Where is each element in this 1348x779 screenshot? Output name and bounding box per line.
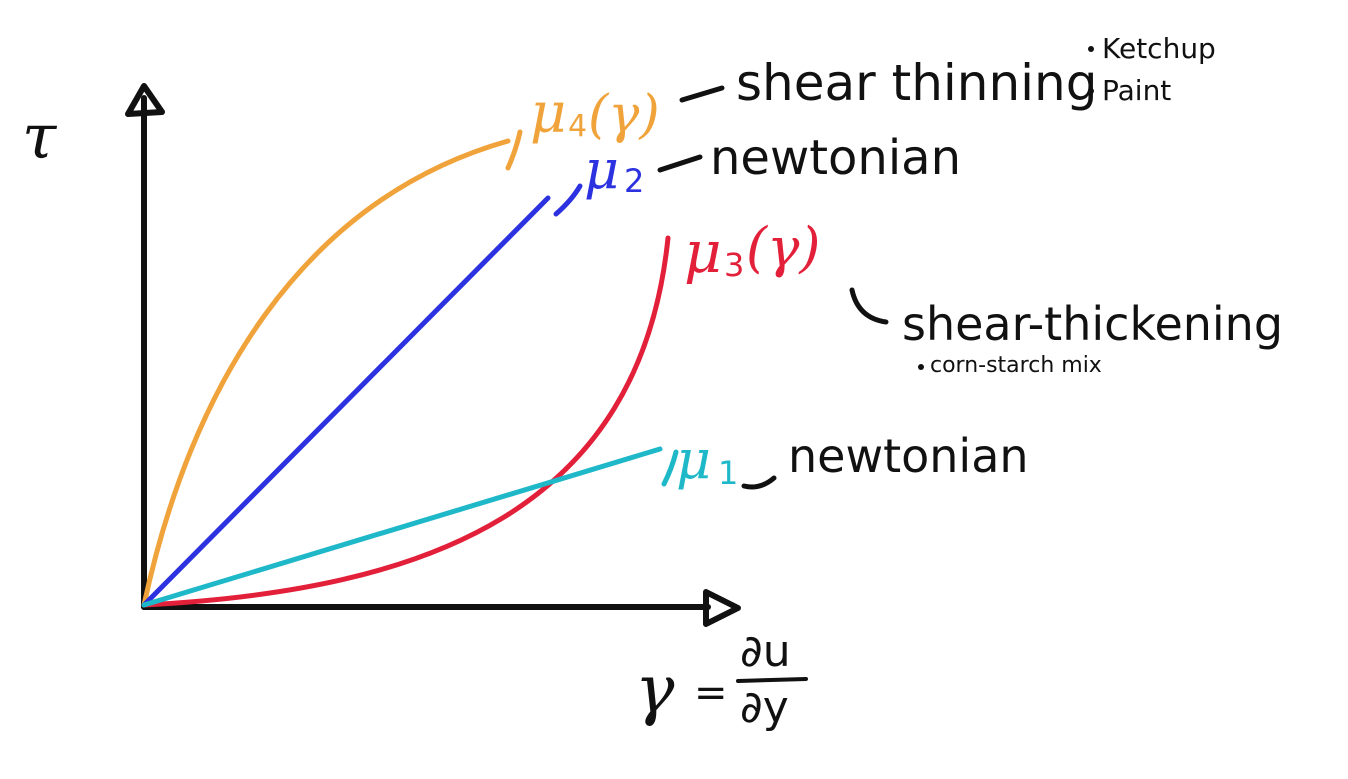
mu2-subscript: 2 <box>624 162 644 200</box>
label-mu3: μ 3 (γ) shear-thickening corn-starch mix <box>684 216 1283 378</box>
mu3-connector <box>849 287 889 325</box>
mu2-symbol: μ <box>584 138 619 201</box>
partial-denominator: ∂y <box>740 682 789 733</box>
mu4-argument: (γ) <box>588 85 660 145</box>
mu4-example-bullet-2 <box>1088 88 1094 94</box>
fraction-bar <box>736 677 808 683</box>
y-axis-arrowhead <box>125 83 165 117</box>
mu2-tick <box>553 183 583 217</box>
mu3-behavior: shear-thickening <box>902 297 1283 351</box>
label-mu2: μ 2 newtonian <box>553 130 961 217</box>
mu3-argument: (γ) <box>746 216 820 279</box>
mu4-example-1: Ketchup <box>1102 32 1216 65</box>
mu1-connector <box>741 475 777 490</box>
mu1-behavior: newtonian <box>788 429 1029 483</box>
x-axis-label: γ = ∂u ∂y <box>635 626 808 733</box>
mu3-example-bullet <box>918 364 924 370</box>
mu4-example-2: Paint <box>1102 74 1171 107</box>
mu4-symbol: μ <box>530 81 566 146</box>
gamma-symbol: γ <box>635 651 675 728</box>
curve-mu3-shear-thickening <box>141 235 671 608</box>
mu3-subscript: 3 <box>724 246 744 284</box>
mu4-connector <box>679 85 725 103</box>
label-mu4: μ 4 (γ) shear thinning Ketchup Paint <box>505 32 1216 171</box>
mu4-example-bullet-1 <box>1088 46 1094 52</box>
mu1-subscript: 1 <box>718 454 738 492</box>
equals-sign: = <box>694 670 728 716</box>
label-mu1: μ 1 newtonian <box>661 428 1029 492</box>
curves <box>141 138 671 608</box>
mu2-connector <box>657 154 703 173</box>
mu1-symbol: μ <box>676 428 711 491</box>
mu3-symbol: μ <box>684 218 722 286</box>
mu3-example: corn-starch mix <box>930 353 1102 378</box>
mu1-tick <box>661 449 679 487</box>
y-axis-symbol: τ <box>22 100 58 173</box>
curve-mu1-newtonian <box>141 446 663 608</box>
mu4-behavior: shear thinning <box>736 54 1097 112</box>
mu2-behavior: newtonian <box>710 130 961 186</box>
axes <box>125 83 741 627</box>
partial-numerator: ∂u <box>740 626 791 677</box>
mu4-tick <box>505 129 523 171</box>
curve-mu4-shear-thinning <box>141 138 511 608</box>
curve-mu2-newtonian <box>141 195 551 608</box>
mu4-subscript: 4 <box>568 109 587 144</box>
x-axis-arrowhead <box>703 589 741 627</box>
